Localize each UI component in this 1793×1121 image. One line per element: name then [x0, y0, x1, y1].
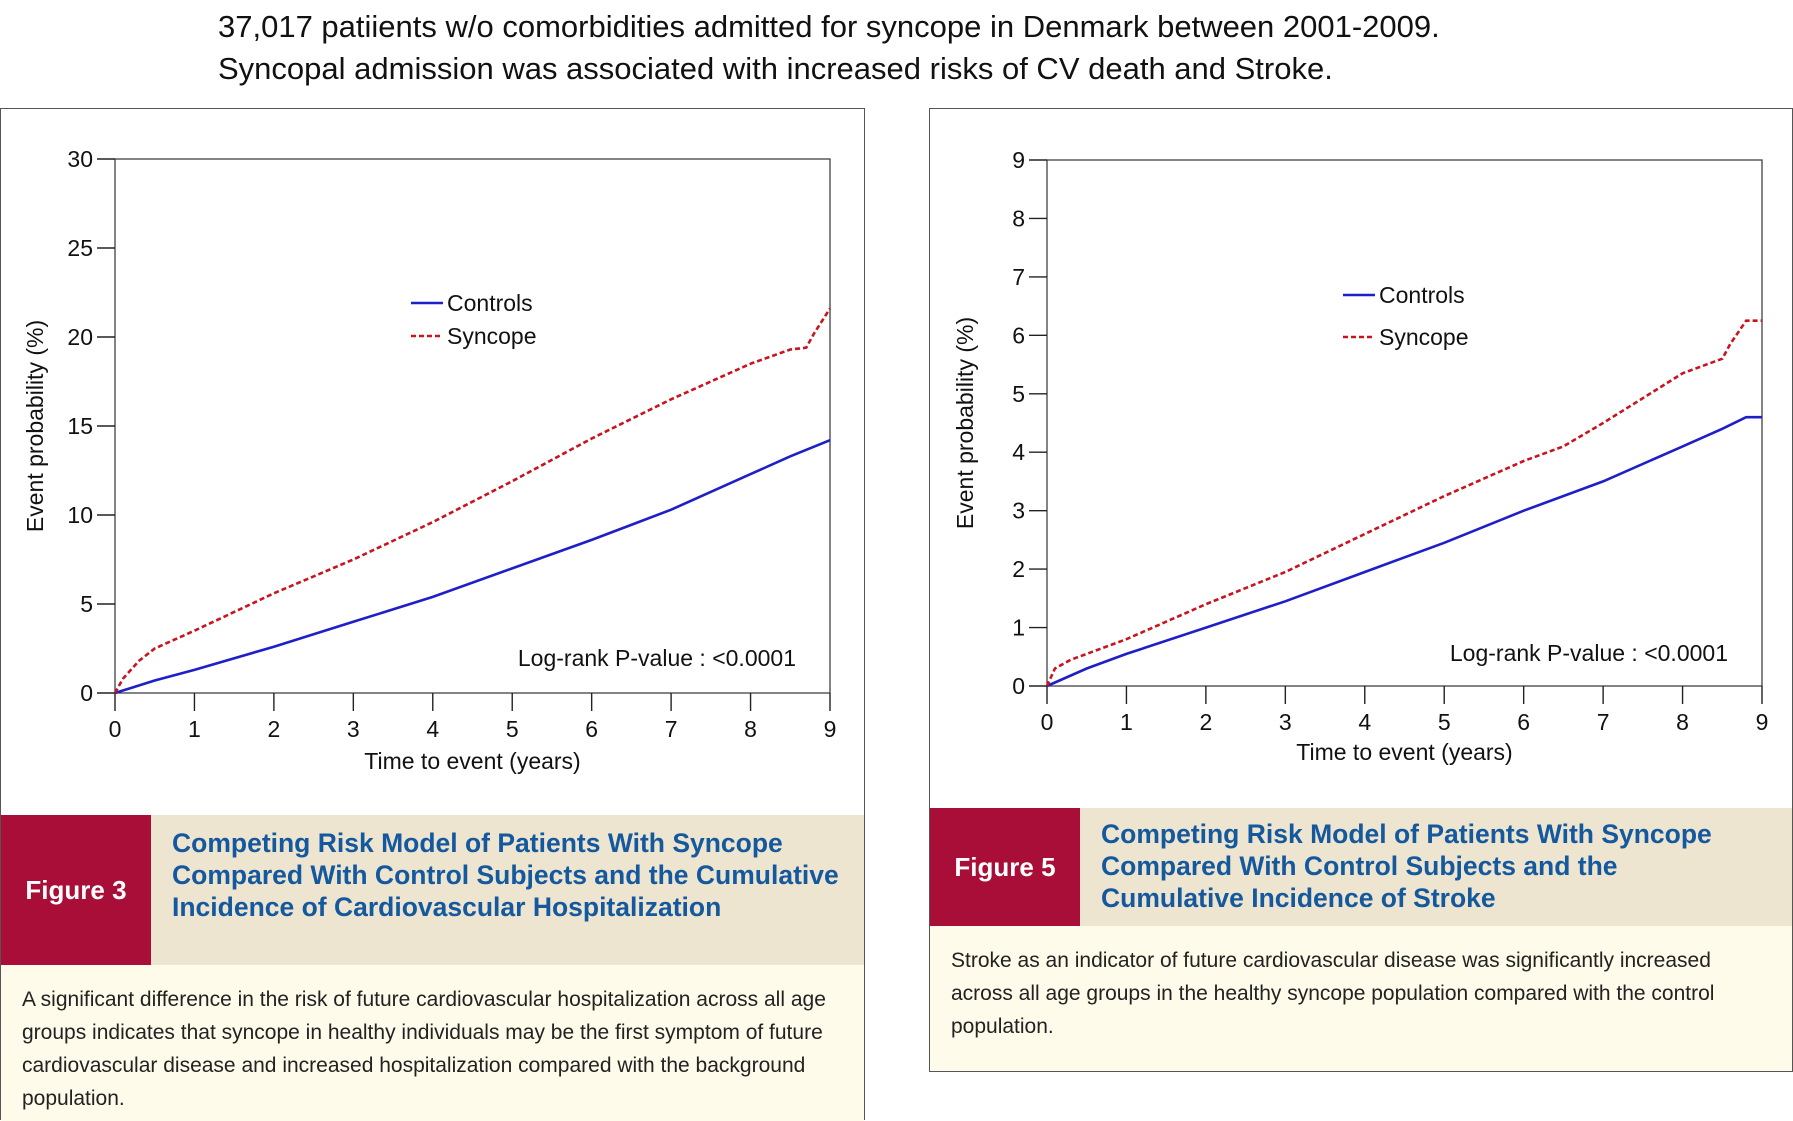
- y-tick-label: 5: [80, 591, 93, 617]
- x-tick-label: 2: [1199, 709, 1212, 735]
- plot-frame: [114, 158, 831, 694]
- log-rank-annotation: Log-rank P-value : <0.0001: [1450, 640, 1728, 666]
- x-tick-label: 5: [506, 716, 519, 742]
- log-rank-annotation: Log-rank P-value : <0.0001: [518, 645, 796, 671]
- x-tick-label: 2: [267, 716, 280, 742]
- x-axis-label: Time to event (years): [1296, 739, 1512, 765]
- x-tick-label: 0: [1041, 709, 1054, 735]
- y-tick-label: 15: [67, 413, 93, 439]
- figure-5-title-bar: Figure 5 Competing Risk Model of Patient…: [930, 808, 1792, 926]
- y-tick-label: 20: [67, 324, 93, 350]
- x-tick-label: 7: [665, 716, 678, 742]
- y-tick-label: 10: [67, 502, 93, 528]
- x-tick-label: 6: [1517, 709, 1530, 735]
- x-tick-label: 5: [1438, 709, 1451, 735]
- series-line-controls: [114, 438, 831, 695]
- y-tick-label: 5: [1012, 381, 1025, 407]
- figure-5-title: Competing Risk Model of Patients With Sy…: [1101, 819, 1712, 913]
- figure-5-caption: Stroke as an indicator of future cardiov…: [930, 926, 1792, 1071]
- y-axis-label: Event probability (%): [22, 320, 48, 532]
- header-text: 37,017 patiients w/o comorbidities admit…: [218, 6, 1440, 90]
- plot-frame: [1046, 159, 1763, 687]
- y-axis-label: Event probability (%): [952, 317, 978, 529]
- x-tick-label: 4: [426, 716, 439, 742]
- x-tick-label: 0: [109, 716, 122, 742]
- legend-label-syncope: Syncope: [1379, 324, 1469, 350]
- y-tick-label: 7: [1012, 264, 1025, 290]
- figure-5-label: Figure 5: [930, 808, 1080, 926]
- figure-3-label: Figure 3: [1, 815, 151, 965]
- x-tick-label: 3: [347, 716, 360, 742]
- x-tick-label: 9: [824, 716, 837, 742]
- figure-3-caption: A significant difference in the risk of …: [1, 965, 864, 1121]
- legend-label-controls: Controls: [1379, 282, 1465, 308]
- y-tick-label: 8: [1012, 205, 1025, 231]
- y-tick-label: 0: [80, 680, 93, 706]
- figure-5-chart: 0 1 2 3 4 5 6 7 8 9 0 1 2 3 4 5 6 7 8 9 Time to event (years…: [952, 147, 1769, 765]
- x-tick-label: 4: [1358, 709, 1371, 735]
- figure-3-title: Competing Risk Model of Patients With Sy…: [172, 828, 839, 922]
- y-tick-label: 3: [1012, 498, 1025, 524]
- header-line-1: 37,017 patiients w/o comorbidities admit…: [218, 9, 1440, 44]
- header-line-2: Syncopal admission was associated with i…: [218, 51, 1333, 86]
- figure-3-panel: 0 5 10 15 20 25 30 0 1 2 3 4 5 6 7 8 9 Time to event (yea…: [0, 108, 865, 1121]
- y-tick-label: 2: [1012, 556, 1025, 582]
- series-line-syncope: [1045, 319, 1762, 687]
- figure-5-panel: 0 1 2 3 4 5 6 7 8 9 0 1 2 3 4 5 6 7 8 9 Time to event (years…: [929, 108, 1793, 1072]
- x-tick-label: 6: [585, 716, 598, 742]
- x-tick-label: 8: [1676, 709, 1689, 735]
- y-tick-label: 6: [1012, 322, 1025, 348]
- x-tick-label: 1: [188, 716, 201, 742]
- figure-3-chart: 0 5 10 15 20 25 30 0 1 2 3 4 5 6 7 8 9 Time to event (yea…: [22, 146, 837, 774]
- y-tick-label: 9: [1012, 147, 1025, 173]
- y-tick-label: 1: [1012, 615, 1025, 641]
- y-tick-label: 0: [1012, 673, 1025, 699]
- y-tick-label: 4: [1012, 439, 1025, 465]
- x-tick-label: 3: [1279, 709, 1292, 735]
- x-tick-label: 7: [1597, 709, 1610, 735]
- y-tick-label: 30: [67, 146, 93, 172]
- series-line-syncope: [113, 307, 832, 694]
- x-axis-label: Time to event (years): [364, 748, 580, 774]
- x-tick-label: 9: [1756, 709, 1769, 735]
- x-tick-label: 8: [744, 716, 757, 742]
- legend-label-syncope: Syncope: [447, 323, 537, 349]
- legend-label-controls: Controls: [447, 290, 533, 316]
- series-line-controls: [1046, 415, 1762, 688]
- figure-3-title-bar: Figure 3 Competing Risk Model of Patient…: [1, 815, 864, 965]
- x-tick-label: 1: [1120, 709, 1133, 735]
- y-tick-label: 25: [67, 235, 93, 261]
